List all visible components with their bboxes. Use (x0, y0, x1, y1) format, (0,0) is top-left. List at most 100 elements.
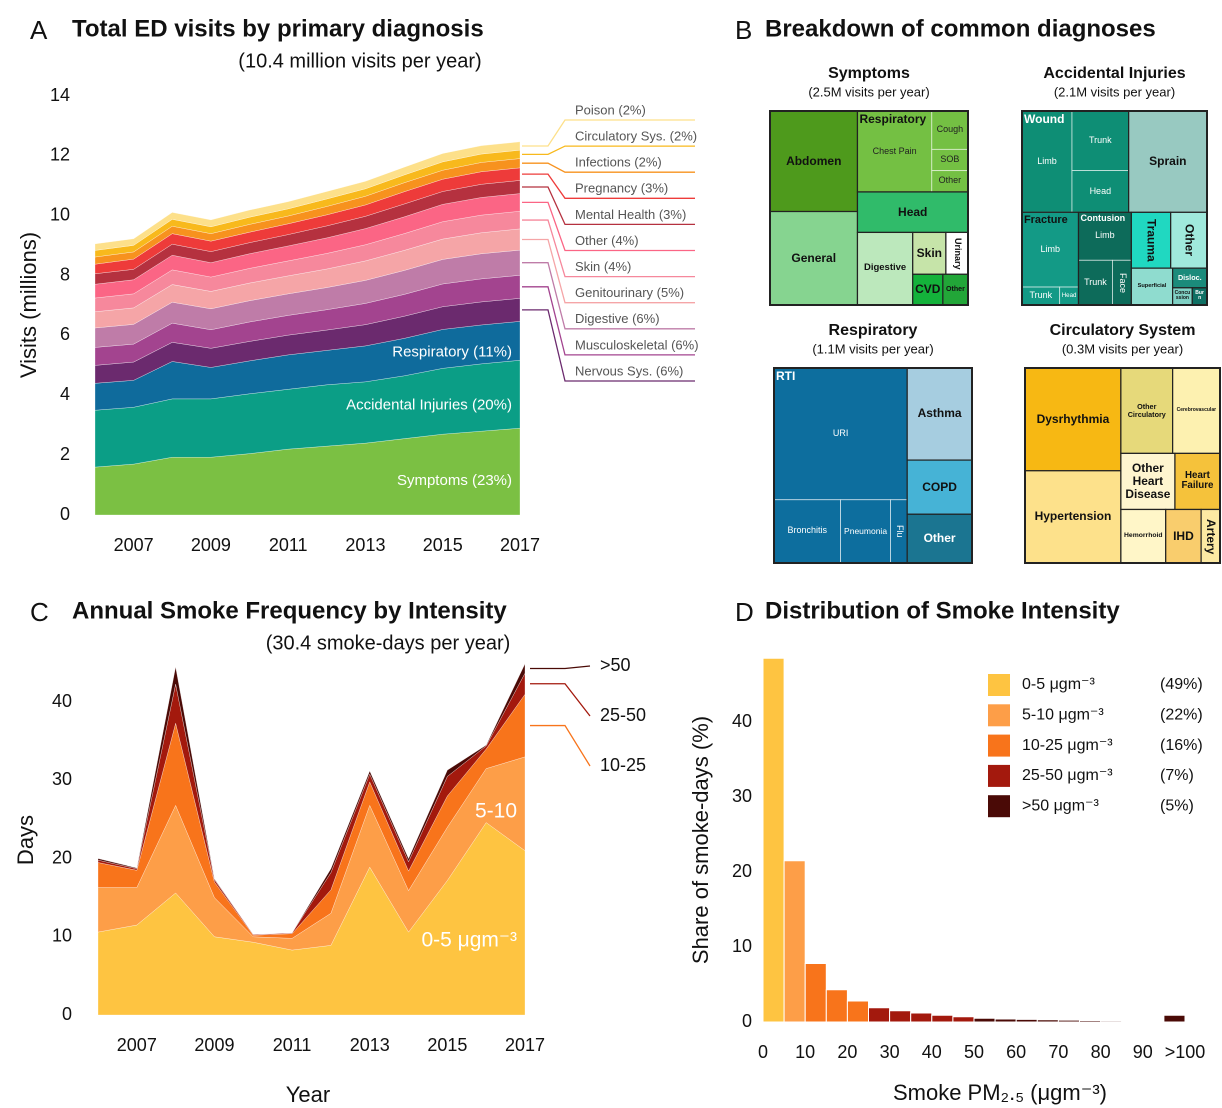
cell-label: Other (923, 531, 956, 546)
series-label: Poison (2%) (575, 102, 646, 117)
series-label: 10-25 (600, 755, 646, 775)
treemap-cell (856, 191, 969, 234)
cell-label: Sprain (1149, 154, 1187, 169)
cell-label-box: Burn (1195, 290, 1204, 301)
y-tick-label: 6 (60, 324, 70, 344)
series-label: Digestive (6%) (575, 311, 660, 326)
treemap-frame (773, 367, 973, 564)
bar (1163, 1014, 1186, 1023)
series-label: Mental Health (3%) (575, 207, 686, 222)
cell-label: SOB (940, 154, 960, 165)
treemap-cell (1120, 508, 1167, 564)
x-axis-label: Year (286, 1082, 330, 1107)
y-tick-label: 40 (52, 691, 72, 711)
chart-title: Distribution of Smoke Intensity (765, 597, 1120, 624)
area-band (94, 141, 521, 251)
series-label: Accidental Injuries (20%) (346, 396, 512, 413)
cell-label-box: Trunk (1089, 135, 1112, 145)
cell-label-box: Trauma (1145, 219, 1159, 262)
treemap-title: Accidental Injuries (1043, 65, 1185, 82)
leader-line (530, 683, 591, 717)
cell-label: Digestive (864, 262, 907, 274)
cell-label: IHD (1173, 528, 1194, 543)
treemap-cell (1024, 367, 1122, 472)
cell-label: RTI (776, 369, 796, 383)
cell-label-box: Cough (936, 124, 964, 135)
cell-label-box: Head (898, 205, 927, 218)
treemap-title: Respiratory (829, 322, 918, 339)
y-tick-label: 30 (732, 786, 752, 806)
cell-label-box: Contusion (1081, 213, 1126, 223)
cell-label: Trunk (1084, 276, 1107, 287)
series-label: Symptoms (23%) (397, 472, 512, 489)
treemap-cell (912, 231, 947, 275)
legend-label: 0-5 μgm⁻³ (1022, 676, 1095, 693)
cell-label-box: CVD (915, 282, 940, 295)
cell-label-box: Artery (1204, 519, 1218, 554)
bar (762, 657, 785, 1023)
cell-label: Limb (1037, 155, 1057, 166)
bar (846, 1000, 870, 1023)
y-tick-label: 10 (52, 926, 72, 946)
leader-line (522, 119, 695, 147)
treemap-cell (1120, 452, 1176, 511)
x-tick-label: 0 (758, 1042, 768, 1062)
leader-line (522, 162, 695, 173)
cell-label-box: Chest Pain (873, 146, 917, 156)
chart-subtitle: (30.4 smoke-days per year) (266, 632, 511, 654)
series-label: 25-50 (600, 705, 646, 725)
cell-label-box: Other Circulatory (1128, 402, 1166, 418)
cell-label-box: Urinary (953, 238, 963, 270)
bar (1142, 1020, 1165, 1023)
panel-letter: B (735, 15, 752, 45)
treemap-cell (773, 367, 908, 501)
cell-label-box: Other (938, 175, 962, 186)
cell-label: Other (938, 175, 962, 186)
treemap-frame (1021, 110, 1208, 306)
x-tick-label: 10 (795, 1042, 815, 1062)
bar (910, 1012, 933, 1023)
bar (931, 1014, 954, 1023)
treemap-title: Circulatory System (1050, 322, 1196, 339)
legend-swatch (988, 764, 1010, 787)
x-tick-label: 90 (1133, 1042, 1153, 1062)
cell-label: Head (1061, 291, 1077, 299)
treemap-cell (1120, 367, 1174, 454)
leader-line (522, 238, 695, 304)
x-tick-label: 70 (1048, 1042, 1068, 1062)
cell-label-box: Flu (895, 525, 905, 538)
cell-label-box: Sprain (1149, 154, 1187, 169)
cell-label: Heart Failure (1181, 469, 1214, 492)
cell-label: Skin (916, 245, 942, 260)
cell-label-box: Cerebrovascular (1177, 407, 1216, 413)
leader-line (522, 201, 695, 252)
series-label: Pregnancy (3%) (575, 181, 668, 196)
cell-label: Disloc. (1177, 273, 1202, 282)
series-label: >50 (600, 655, 631, 675)
cell-label: Respiratory (859, 112, 927, 126)
cell-label-box: IHD (1173, 528, 1194, 543)
x-tick-label: 2009 (194, 1035, 234, 1055)
x-tick-label: 30 (880, 1042, 900, 1062)
cell-label-box: Hypertension (1035, 510, 1112, 523)
cell-label-box: Respiratory (859, 112, 927, 126)
y-tick-label: 20 (52, 847, 72, 867)
leader-line (522, 309, 695, 382)
treemap-cell (906, 459, 973, 515)
cell-label-box: RTI (776, 369, 796, 383)
panel-letter: A (30, 15, 48, 45)
x-tick-label: 80 (1091, 1042, 1111, 1062)
bar (1015, 1018, 1038, 1023)
cell-label-box: Trunk (1084, 276, 1107, 287)
cell-label: Face (1117, 272, 1128, 293)
cell-label-box: Asthma (918, 407, 962, 420)
bar (889, 1010, 912, 1023)
chart-title: Breakdown of common diagnoses (765, 15, 1156, 42)
cell-label-box: Other (946, 286, 965, 293)
y-tick-label: 10 (732, 936, 752, 956)
bar (868, 1007, 891, 1023)
legend-share: (16%) (1160, 737, 1203, 754)
x-tick-label: 2011 (273, 1035, 312, 1055)
treemap-cell (1130, 267, 1174, 306)
cell-label: Cough (936, 124, 964, 135)
